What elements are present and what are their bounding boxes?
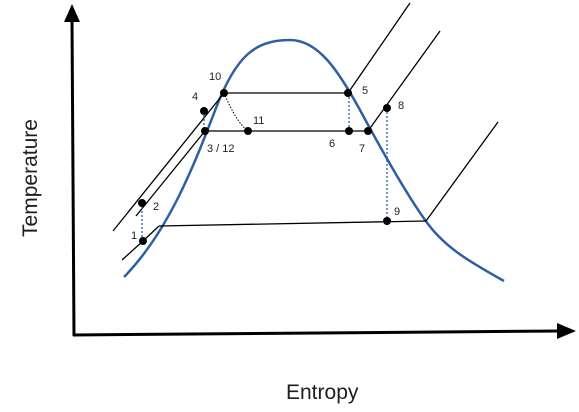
y-axis-title: Temperature <box>19 119 42 237</box>
y-axis-arrowhead <box>64 4 80 22</box>
label-7: 7 <box>359 143 365 155</box>
dotted-10-11 <box>223 92 249 132</box>
state-point-6 <box>345 127 353 135</box>
process-lines <box>112 2 499 261</box>
state-point-9 <box>383 217 391 225</box>
line-7-to-top <box>367 30 441 132</box>
label-11: 11 <box>253 115 264 127</box>
saturation-dome <box>123 38 505 283</box>
state-point-3 <box>201 127 209 135</box>
label-9: 9 <box>394 206 400 218</box>
state-point-5 <box>344 89 352 97</box>
label-6: 6 <box>329 138 335 150</box>
line-9-to-top-right <box>425 121 499 222</box>
state-point-8 <box>383 104 391 112</box>
diagonal-line-3 <box>135 130 206 217</box>
state-point-4 <box>200 107 208 115</box>
label-1: 1 <box>131 230 137 242</box>
state-point-labels: 1 2 3 / 12 4 5 6 7 8 9 10 11 <box>131 71 404 242</box>
dotted-connectors <box>141 93 388 241</box>
label-3-12: 3 / 12 <box>207 143 235 155</box>
label-2: 2 <box>153 201 159 213</box>
state-point-2 <box>138 199 146 207</box>
label-5: 5 <box>362 85 368 97</box>
label-8: 8 <box>398 100 404 112</box>
state-points <box>138 89 391 245</box>
line-5-to-top <box>347 2 411 94</box>
y-axis-line <box>70 19 76 337</box>
state-point-7 <box>364 127 372 135</box>
state-point-1 <box>139 237 147 245</box>
evaporator-line-1-9 <box>158 220 427 227</box>
label-4: 4 <box>192 91 198 103</box>
state-point-11 <box>244 127 252 135</box>
axes <box>64 4 576 339</box>
diagonal-line-1 <box>121 240 144 261</box>
state-point-10 <box>220 89 228 97</box>
x-axis-title: Entropy <box>286 381 359 404</box>
x-axis-line <box>72 329 561 337</box>
label-10: 10 <box>209 71 221 83</box>
diagonal-line-2 <box>112 92 225 232</box>
x-axis-arrowhead <box>557 323 576 339</box>
